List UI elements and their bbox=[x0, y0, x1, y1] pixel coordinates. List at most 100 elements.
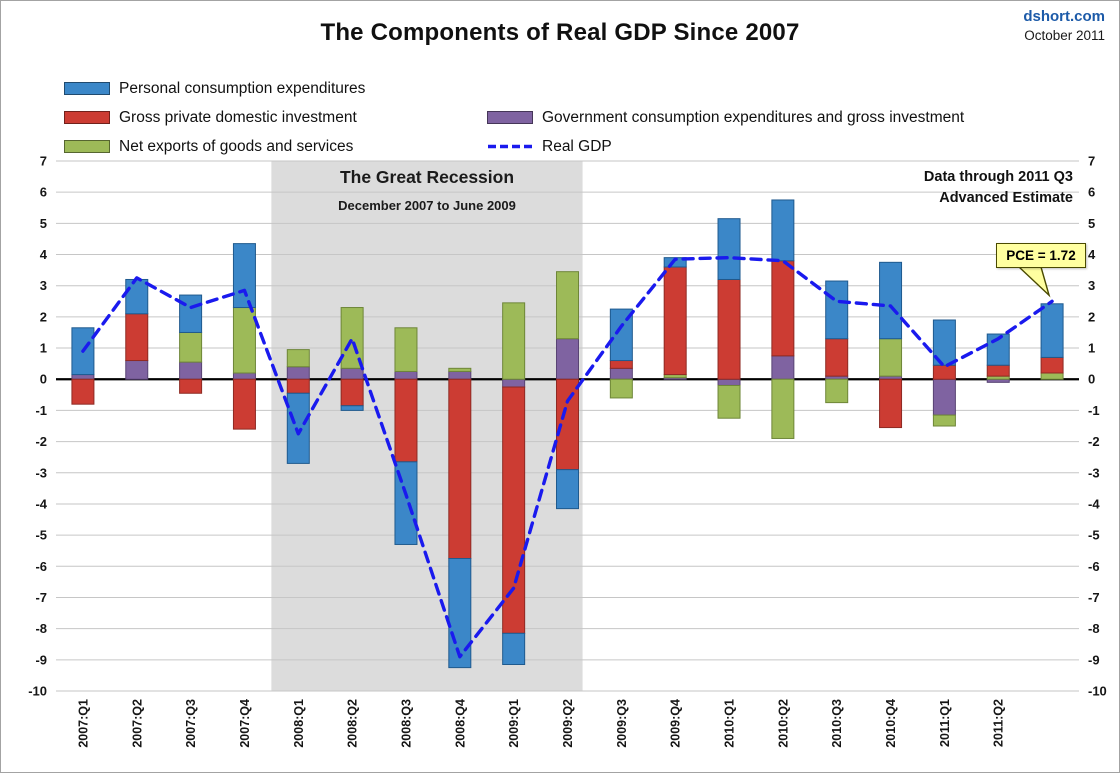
bar-segment bbox=[179, 378, 203, 394]
bar-segment bbox=[771, 199, 795, 262]
bar-segment bbox=[448, 370, 472, 380]
bars-layer bbox=[71, 199, 1064, 669]
y-axis-label: -5 bbox=[35, 528, 47, 543]
bar-segment bbox=[340, 378, 364, 407]
bar-segment bbox=[771, 260, 795, 357]
x-axis-label: 2011:Q1 bbox=[938, 699, 952, 747]
x-axis-label: 2009:Q1 bbox=[507, 699, 521, 748]
x-axis-label: 2008:Q4 bbox=[453, 699, 467, 748]
y-axis-label: -2 bbox=[35, 434, 47, 449]
y-axis-label: 6 bbox=[40, 185, 47, 200]
x-axis-label: 2007:Q2 bbox=[130, 699, 144, 748]
y-axis-label: -8 bbox=[35, 621, 47, 636]
bar-segment bbox=[502, 632, 526, 666]
legend-item-real-gdp: Real GDP bbox=[487, 138, 964, 155]
bar-segment bbox=[556, 271, 579, 340]
x-axis-label: 2007:Q4 bbox=[238, 699, 252, 748]
bar-segment bbox=[286, 366, 310, 380]
bar-segment bbox=[879, 338, 903, 377]
legend-label-investment: Gross private domestic investment bbox=[119, 108, 357, 126]
net-exports-swatch bbox=[64, 140, 110, 153]
y-axis-label: -7 bbox=[35, 590, 47, 605]
data-note: Data through 2011 Q3 Advanced Estimate bbox=[924, 167, 1073, 209]
y-axis-label: 4 bbox=[40, 247, 48, 262]
bar-segment bbox=[932, 378, 956, 416]
y-axis-label-right: -3 bbox=[1088, 465, 1100, 480]
y-axis-label: 3 bbox=[40, 278, 47, 293]
legend-column-left: Personal consumption expenditures Gross … bbox=[64, 80, 365, 167]
publication-date: October 2011 bbox=[1024, 28, 1105, 43]
bar-segment bbox=[717, 384, 741, 419]
bar-segment bbox=[556, 338, 579, 380]
bar-segment bbox=[394, 327, 418, 372]
bar-segment bbox=[179, 361, 203, 380]
bar-segment bbox=[286, 349, 310, 368]
x-axis-label: 2008:Q3 bbox=[399, 699, 413, 748]
bar-segment bbox=[825, 378, 849, 404]
x-axis-label: 2010:Q1 bbox=[723, 699, 737, 748]
bar-segment bbox=[717, 378, 741, 386]
bar-segment bbox=[717, 218, 741, 280]
bar-segment bbox=[825, 338, 849, 377]
y-axis-label-right: -10 bbox=[1088, 684, 1107, 699]
bar-segment bbox=[340, 405, 364, 411]
real-gdp-line-sample bbox=[488, 144, 532, 149]
x-axis-label: 2007:Q1 bbox=[76, 699, 90, 748]
y-axis-label-right: -4 bbox=[1088, 496, 1100, 511]
bar-segment bbox=[932, 319, 956, 366]
bar-segment bbox=[71, 378, 95, 405]
legend-item-net-exports: Net exports of goods and services bbox=[64, 138, 365, 155]
bar-segment bbox=[771, 378, 795, 439]
bar-segment bbox=[232, 372, 256, 380]
bar-segment bbox=[609, 308, 633, 362]
y-axis-label-right: -7 bbox=[1088, 590, 1100, 605]
legend-item-government: Government consumption expenditures and … bbox=[487, 109, 964, 126]
x-axis-label: 2008:Q2 bbox=[346, 699, 360, 748]
legend-item-investment: Gross private domestic investment bbox=[64, 109, 365, 126]
y-axis-label: 7 bbox=[40, 154, 47, 169]
bar-segment bbox=[825, 280, 849, 340]
legend-label-government: Government consumption expenditures and … bbox=[542, 108, 965, 126]
recession-band-subtitle: December 2007 to June 2009 bbox=[338, 198, 516, 213]
pce-callout: PCE = 1.72 bbox=[996, 243, 1086, 268]
bar-segment bbox=[502, 378, 526, 388]
x-axis-label: 2008:Q1 bbox=[292, 699, 306, 748]
bar-segment bbox=[125, 278, 149, 315]
y-axis-label: -1 bbox=[35, 403, 47, 418]
bar-segment bbox=[394, 370, 418, 380]
y-axis-label: 5 bbox=[40, 216, 47, 231]
y-axis-label: -3 bbox=[35, 465, 47, 480]
bar-segment bbox=[1040, 303, 1064, 358]
recession-band bbox=[271, 161, 583, 691]
x-axis-label: 2007:Q3 bbox=[184, 699, 198, 748]
real-gdp-line bbox=[81, 255, 1054, 659]
bar-segment bbox=[609, 367, 633, 380]
bar-segment bbox=[932, 364, 956, 380]
bar-segment bbox=[125, 313, 149, 362]
y-axis-label-right: -6 bbox=[1088, 559, 1100, 574]
bar-segment bbox=[448, 558, 472, 669]
bar-segment bbox=[125, 360, 149, 380]
legend-item-pce: Personal consumption expenditures bbox=[64, 80, 365, 97]
page-title: The Components of Real GDP Since 2007 bbox=[320, 19, 800, 46]
bar-segment bbox=[556, 469, 579, 510]
legend-column-right: Government consumption expenditures and … bbox=[487, 109, 964, 167]
y-axis-label: -10 bbox=[28, 684, 47, 699]
x-axis-label: 2011:Q2 bbox=[992, 699, 1006, 747]
bar-segment bbox=[717, 278, 741, 380]
bar-segment bbox=[71, 374, 95, 380]
y-axis-label: 0 bbox=[40, 372, 47, 387]
y-axis-label-right: -9 bbox=[1088, 652, 1100, 667]
bar-segment bbox=[394, 378, 418, 463]
x-axis-label: 2010:Q4 bbox=[884, 699, 898, 748]
recession-band-title: The Great Recession bbox=[339, 167, 515, 187]
x-axis-label: 2009:Q2 bbox=[561, 699, 575, 748]
bar-segment bbox=[448, 367, 472, 372]
government-swatch bbox=[487, 111, 533, 124]
y-axis-label-right: -5 bbox=[1088, 528, 1100, 543]
x-axis-label: 2009:Q4 bbox=[669, 699, 683, 748]
bar-segment bbox=[232, 378, 256, 430]
data-note-line2: Advanced Estimate bbox=[939, 190, 1073, 207]
bar-segment bbox=[1040, 356, 1064, 374]
